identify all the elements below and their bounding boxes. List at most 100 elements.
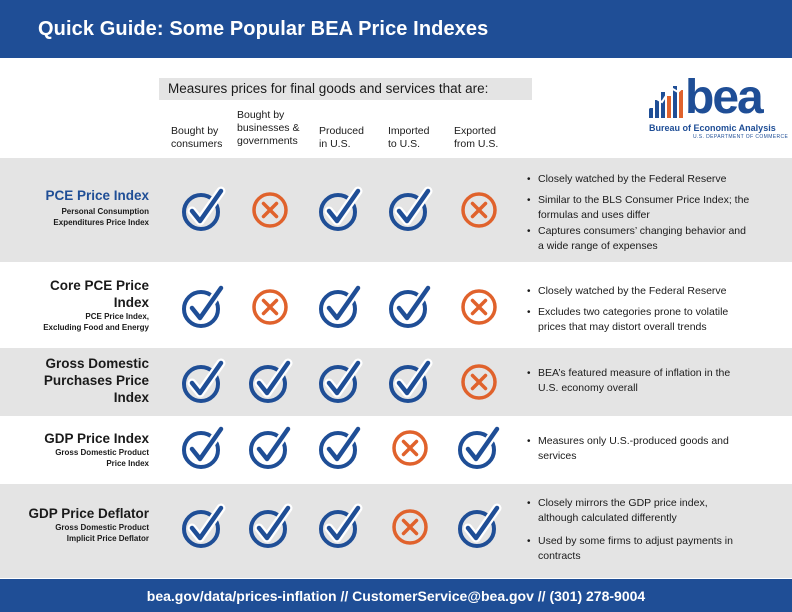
check-circle-icon bbox=[182, 186, 226, 231]
bullet-dot-icon: • bbox=[527, 498, 531, 509]
check-circle-icon bbox=[389, 283, 433, 328]
check-circle-icon bbox=[249, 503, 293, 548]
note-line: services bbox=[538, 450, 577, 462]
bullet-dot-icon: • bbox=[527, 195, 531, 206]
note-bullet: • Closely mirrors the GDP price index, alt… bbox=[527, 496, 778, 526]
column-header-line: Produced bbox=[319, 125, 364, 137]
x-mark-cell bbox=[386, 503, 434, 551]
column-header-line: Exported bbox=[454, 125, 497, 137]
index-title-line: GDP Price Index bbox=[44, 431, 149, 446]
column-header-line: businesses & bbox=[237, 122, 300, 134]
check-circle-icon bbox=[249, 424, 293, 469]
x-circle-icon bbox=[461, 289, 497, 325]
bea-logo: bea Bureau of Economic Analysis U.S. DEP… bbox=[647, 74, 788, 142]
check-circle-icon bbox=[319, 358, 363, 403]
check-mark-cell bbox=[179, 503, 227, 551]
check-circle-icon bbox=[458, 424, 502, 469]
note-line: contracts bbox=[538, 550, 581, 562]
column-header-line: Bought by bbox=[237, 109, 285, 121]
check-circle-icon bbox=[319, 424, 363, 469]
bullet-dot-icon: • bbox=[527, 286, 531, 297]
index-subtitle-line: Expenditures Price Index bbox=[53, 218, 149, 227]
x-circle-icon bbox=[461, 364, 497, 400]
index-title-line: Purchases Price bbox=[43, 373, 149, 388]
index-title-line: Core PCE Price bbox=[49, 278, 149, 293]
x-mark-cell bbox=[246, 283, 294, 331]
note-bullet: • BEA’s featured measure of inflation in … bbox=[527, 366, 778, 396]
note-line: a wide range of expenses bbox=[538, 240, 658, 252]
note-bullet: • Closely watched by the Federal Reserve bbox=[527, 284, 778, 299]
note-bullet: • Excludes two categories prone to volati… bbox=[527, 305, 778, 335]
check-circle-icon bbox=[182, 283, 226, 328]
bullet-dot-icon: • bbox=[527, 436, 531, 447]
measures-header: Measures prices for final goods and serv… bbox=[159, 78, 532, 100]
page-title: Quick Guide: Some Popular BEA Price Inde… bbox=[38, 18, 489, 40]
column-header-line: to U.S. bbox=[388, 138, 421, 150]
check-circle-icon bbox=[182, 503, 226, 548]
column-header-line: consumers bbox=[171, 138, 223, 150]
note-bullet: • Closely watched by the Federal Reserve bbox=[527, 172, 778, 187]
footer-bar: bea.gov/data/prices-inflation // Custome… bbox=[0, 579, 792, 612]
bullet-dot-icon: • bbox=[527, 368, 531, 379]
note-bullet: • Captures consumers’ changing behavior a… bbox=[527, 224, 778, 254]
header-bar: Quick Guide: Some Popular BEA Price Inde… bbox=[0, 0, 792, 58]
column-header: Imported to U.S. bbox=[388, 125, 429, 151]
note-line: Similar to the BLS Consumer Price Index;… bbox=[538, 194, 750, 206]
x-mark-cell bbox=[246, 186, 294, 234]
index-subtitle-line: PCE Price Index, bbox=[85, 312, 149, 321]
check-mark-cell bbox=[179, 186, 227, 234]
x-circle-icon bbox=[252, 289, 288, 325]
index-title-line: Index bbox=[113, 295, 149, 310]
note-line: U.S. economy overall bbox=[538, 382, 638, 394]
check-mark-cell bbox=[179, 424, 227, 472]
x-mark-cell bbox=[455, 283, 503, 331]
index-subtitle-line: Gross Domestic Product bbox=[55, 523, 149, 532]
bullet-dot-icon: • bbox=[527, 226, 531, 237]
index-title-line: Index bbox=[113, 390, 149, 405]
index-title-line: GDP Price Deflator bbox=[28, 506, 149, 521]
note-line: Excludes two categories prone to volatil… bbox=[538, 306, 729, 318]
note-line: Used by some firms to adjust payments in bbox=[538, 535, 733, 547]
index-subtitle-line: Price Index bbox=[106, 459, 149, 468]
column-header: Bought by businesses & governments bbox=[237, 109, 299, 148]
note-bullet: • Similar to the BLS Consumer Price Index… bbox=[527, 193, 778, 223]
index-subtitle-line: Excluding Food and Energy bbox=[43, 323, 149, 332]
check-mark-cell bbox=[316, 283, 364, 331]
x-mark-cell bbox=[386, 424, 434, 472]
check-mark-cell bbox=[455, 503, 503, 551]
note-line: Closely mirrors the GDP price index, bbox=[538, 497, 708, 509]
check-mark-cell bbox=[386, 186, 434, 234]
index-subtitle-line: Implicit Price Deflator bbox=[66, 534, 149, 543]
column-header: Produced in U.S. bbox=[319, 125, 364, 151]
check-mark-cell bbox=[316, 424, 364, 472]
check-mark-cell bbox=[179, 358, 227, 406]
column-header: Bought by consumers bbox=[171, 125, 222, 151]
x-circle-icon bbox=[392, 430, 428, 466]
index-title-line: Gross Domestic bbox=[45, 356, 149, 371]
index-subtitle-line: Personal Consumption bbox=[61, 207, 149, 216]
check-circle-icon bbox=[182, 424, 226, 469]
column-header-line: governments bbox=[237, 135, 298, 147]
note-line: Closely watched by the Federal Reserve bbox=[538, 285, 727, 297]
note-line: Measures only U.S.-produced goods and bbox=[538, 435, 729, 447]
note-bullet: • Measures only U.S.-produced goods and se… bbox=[527, 434, 778, 464]
check-mark-cell bbox=[179, 283, 227, 331]
check-mark-cell bbox=[316, 503, 364, 551]
check-mark-cell bbox=[246, 358, 294, 406]
bea-logo-mark-icon bbox=[647, 82, 688, 118]
note-line: BEA’s featured measure of inflation in t… bbox=[538, 367, 731, 379]
column-header-line: Imported bbox=[388, 125, 430, 137]
column-header-line: Bought by bbox=[171, 125, 219, 137]
check-mark-cell bbox=[386, 283, 434, 331]
check-circle-icon bbox=[249, 358, 293, 403]
x-circle-icon bbox=[392, 509, 428, 545]
check-circle-icon bbox=[319, 503, 363, 548]
contact-info: bea.gov/data/prices-inflation // Custome… bbox=[146, 588, 646, 604]
check-circle-icon bbox=[389, 358, 433, 403]
check-mark-cell bbox=[316, 186, 364, 234]
check-circle-icon bbox=[319, 186, 363, 231]
x-mark-cell bbox=[455, 186, 503, 234]
logo-department: U.S. DEPARTMENT OF COMMERCE bbox=[693, 134, 789, 140]
note-bullet: • Used by some firms to adjust payments i… bbox=[527, 534, 778, 564]
check-mark-cell bbox=[246, 424, 294, 472]
